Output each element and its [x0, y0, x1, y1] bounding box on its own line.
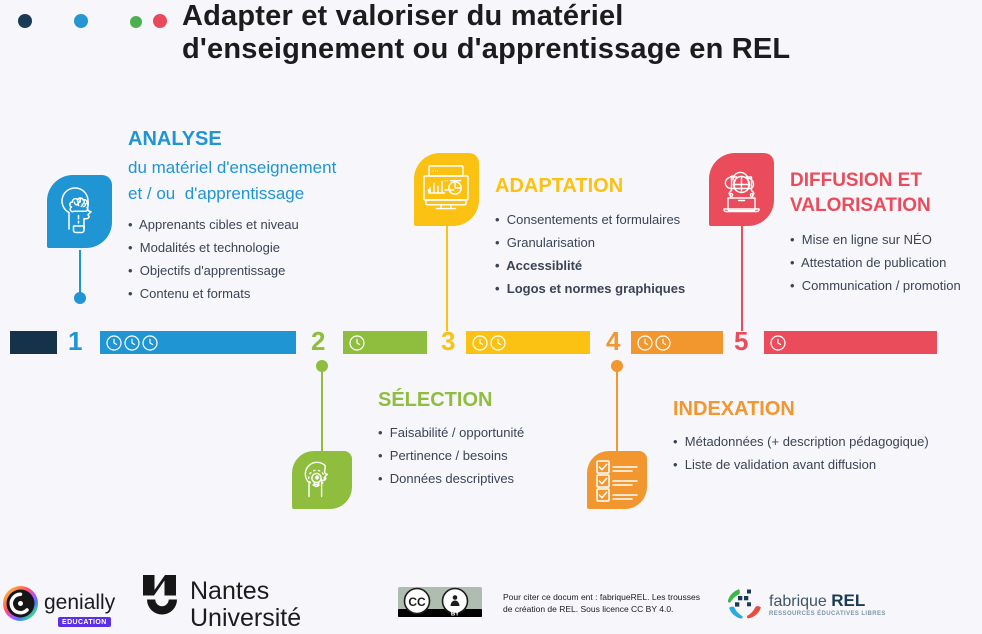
svg-text:CC: CC: [408, 595, 426, 609]
svg-text:BY: BY: [451, 611, 459, 617]
